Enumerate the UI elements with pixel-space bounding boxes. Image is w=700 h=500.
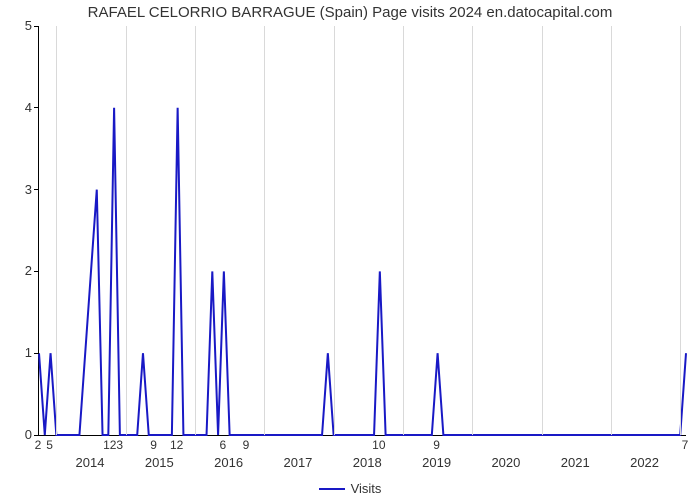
y-tick [34, 271, 39, 272]
y-tick [34, 26, 39, 27]
x-value-label: 123 [103, 438, 123, 452]
x-year-label: 2018 [353, 455, 382, 470]
x-gridline [264, 26, 265, 435]
chart-title: RAFAEL CELORRIO BARRAGUE (Spain) Page vi… [0, 4, 700, 21]
x-year-label: 2017 [283, 455, 312, 470]
x-gridline [403, 26, 404, 435]
x-gridline [195, 26, 196, 435]
x-value-label: 9 [150, 438, 157, 452]
x-value-label: 6 [220, 438, 227, 452]
y-tick-label: 5 [12, 18, 32, 33]
legend-swatch [319, 488, 345, 490]
x-gridline [56, 26, 57, 435]
y-tick [34, 189, 39, 190]
x-value-label: 9 [243, 438, 250, 452]
x-gridline [680, 26, 681, 435]
x-year-label: 2014 [76, 455, 105, 470]
x-year-label: 2019 [422, 455, 451, 470]
x-gridline [542, 26, 543, 435]
x-year-label: 2021 [561, 455, 590, 470]
x-value-label: 10 [372, 438, 385, 452]
y-tick [34, 435, 39, 436]
legend-label: Visits [351, 481, 382, 496]
x-gridline [611, 26, 612, 435]
y-tick [34, 353, 39, 354]
y-tick-label: 2 [12, 263, 32, 278]
x-year-label: 2015 [145, 455, 174, 470]
y-tick-label: 3 [12, 182, 32, 197]
y-tick-label: 1 [12, 345, 32, 360]
line-chart: RAFAEL CELORRIO BARRAGUE (Spain) Page vi… [0, 0, 700, 500]
legend: Visits [0, 481, 700, 496]
x-year-label: 2020 [491, 455, 520, 470]
x-gridline [334, 26, 335, 435]
visits-line [39, 26, 686, 435]
x-value-label: 5 [46, 438, 53, 452]
x-gridline [126, 26, 127, 435]
x-value-label: 7 [682, 438, 689, 452]
x-gridline [472, 26, 473, 435]
x-value-label: 2 [35, 438, 42, 452]
y-tick-label: 4 [12, 100, 32, 115]
x-year-label: 2016 [214, 455, 243, 470]
x-year-label: 2022 [630, 455, 659, 470]
x-value-label: 12 [170, 438, 183, 452]
y-tick-label: 0 [12, 427, 32, 442]
x-value-label: 9 [433, 438, 440, 452]
plot-area [38, 26, 686, 436]
y-tick [34, 107, 39, 108]
